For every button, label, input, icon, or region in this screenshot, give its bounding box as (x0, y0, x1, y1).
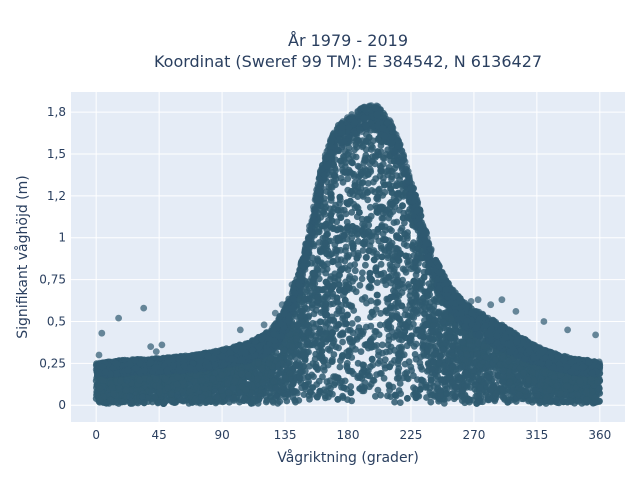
data-point (339, 178, 347, 186)
data-point (405, 358, 413, 365)
data-point (332, 181, 339, 189)
data-point (327, 273, 335, 280)
data-point (349, 278, 356, 285)
data-point (362, 261, 369, 269)
data-point (377, 391, 384, 399)
data-point (356, 281, 364, 289)
data-point (359, 330, 366, 338)
data-point (358, 215, 366, 223)
data-points (92, 102, 604, 407)
data-point (354, 315, 362, 323)
data-point (372, 175, 380, 183)
data-point (335, 305, 343, 313)
data-point (352, 288, 360, 296)
data-point (403, 374, 411, 382)
data-point (386, 347, 393, 355)
data-point (358, 275, 366, 283)
data-point (374, 386, 382, 394)
data-point (344, 175, 352, 183)
data-point (348, 320, 356, 327)
data-point (351, 146, 358, 154)
data-point (354, 237, 362, 245)
data-point (348, 209, 356, 216)
data-point (418, 366, 426, 373)
data-point (385, 332, 393, 340)
data-point (329, 290, 337, 298)
data-point (344, 396, 351, 403)
data-point (374, 291, 381, 299)
data-point (366, 203, 374, 211)
data-point (300, 391, 308, 398)
data-point (416, 359, 424, 367)
data-point (352, 346, 359, 353)
data-point (411, 351, 419, 358)
data-point (396, 380, 404, 387)
data-point (372, 392, 379, 400)
data-point (319, 266, 327, 274)
data-point (341, 257, 349, 265)
data-point (396, 399, 404, 406)
data-point (359, 269, 366, 277)
data-point (401, 311, 409, 319)
data-point (351, 261, 359, 268)
data-point (443, 390, 451, 398)
data-point (427, 398, 435, 406)
data-point (373, 299, 380, 307)
data-point (342, 278, 349, 286)
data-point (319, 373, 326, 381)
data-point (355, 324, 363, 331)
data-point (262, 398, 270, 406)
data-point (357, 348, 365, 355)
data-point (336, 363, 344, 371)
